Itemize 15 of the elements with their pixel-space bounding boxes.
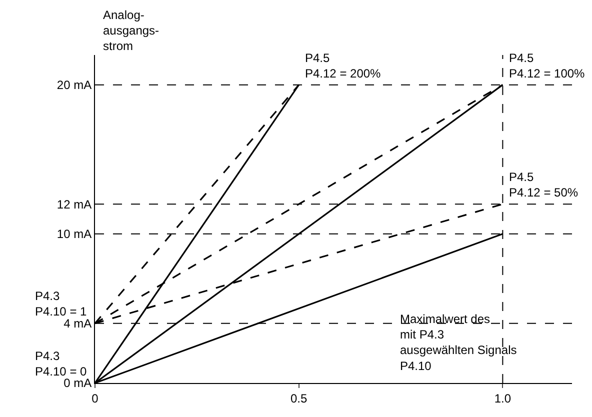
y-tick-label: 0 mA bbox=[64, 376, 92, 390]
y-axis-title: Analog- ausgangs- strom bbox=[103, 8, 160, 54]
annotation: P4.5 P4.12 = 100% bbox=[509, 51, 586, 81]
y-tick-label: 20 mA bbox=[56, 78, 92, 92]
y-tick-label: 12 mA bbox=[56, 197, 92, 212]
y-tick-label: 4 mA bbox=[64, 316, 92, 331]
x-tick-label: 0 bbox=[92, 391, 99, 406]
y-tick-label: 10 mA bbox=[56, 227, 92, 242]
annotation: P4.3 P4.10 = 1 bbox=[35, 289, 88, 319]
x-tick-label: 1.0 bbox=[494, 391, 512, 406]
annotation: Maximalwert des mit P4.3 ausgewählten Signals P4.10 bbox=[400, 312, 517, 373]
x-tick-label: 0.5 bbox=[290, 391, 308, 406]
annotation: P4.5 P4.12 = 50% bbox=[509, 170, 578, 200]
annotation: P4.3 P4.10 = 0 bbox=[35, 349, 88, 379]
annotation: P4.5 P4.12 = 200% bbox=[305, 51, 382, 81]
